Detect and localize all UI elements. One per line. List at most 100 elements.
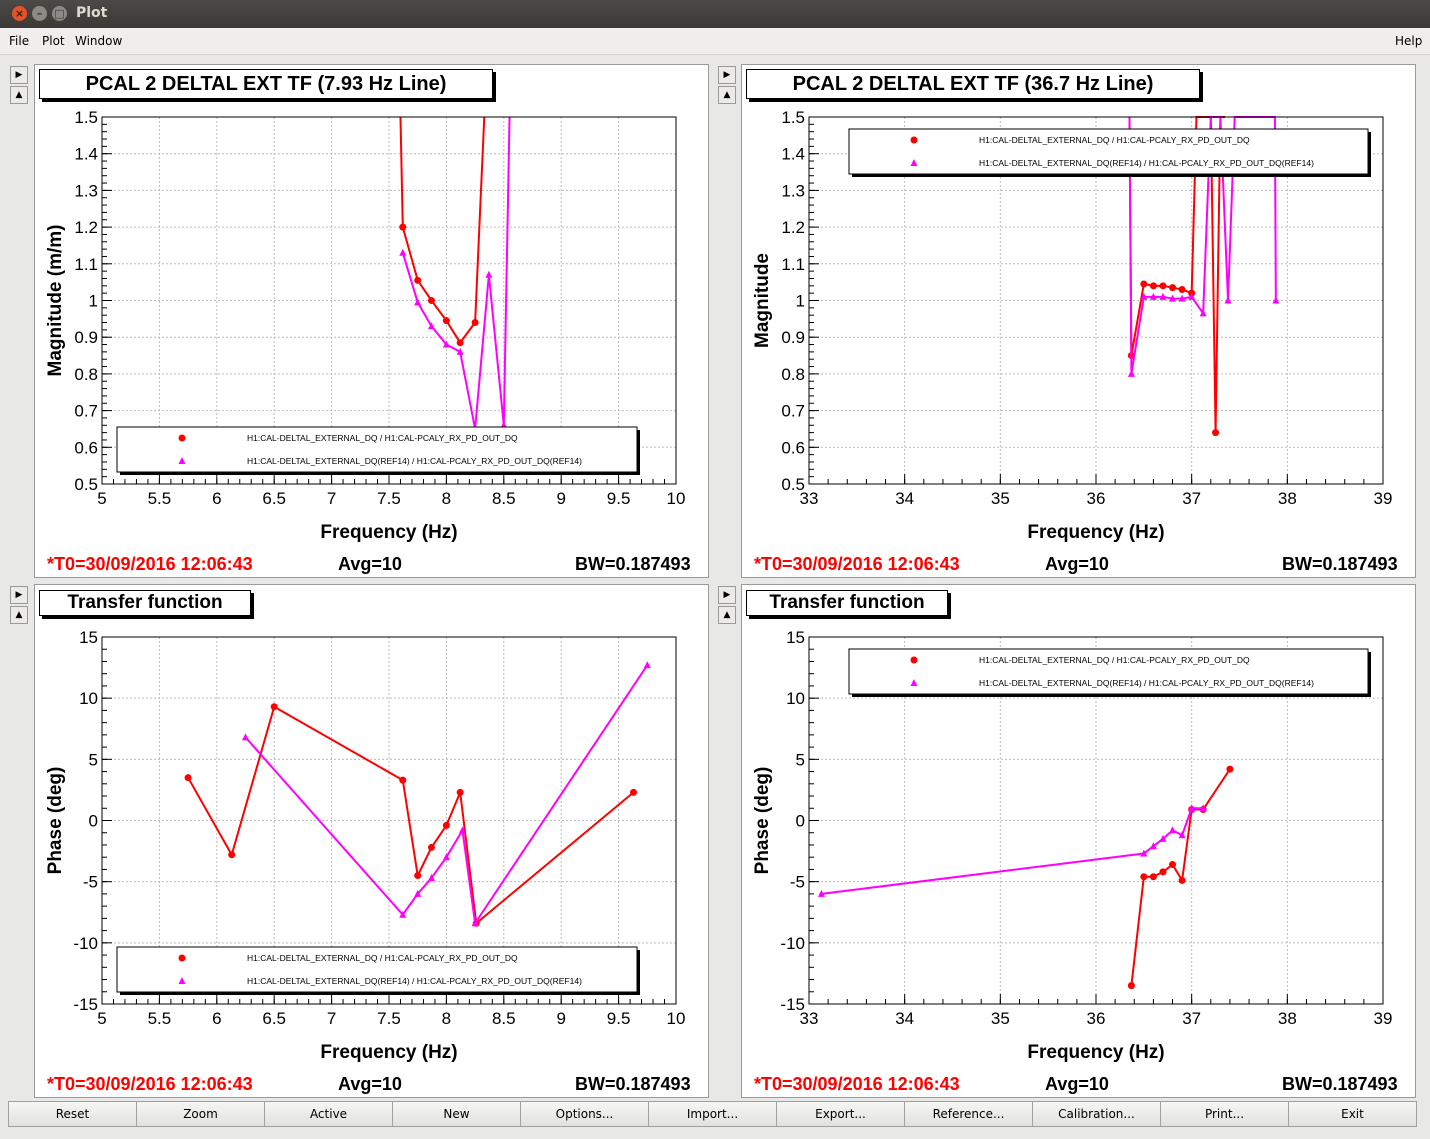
- zoom-button[interactable]: Zoom: [136, 1101, 265, 1127]
- y-tick-label: 1.4: [781, 145, 805, 164]
- data-point: [1178, 285, 1186, 293]
- x-tick-label: 5: [97, 1009, 106, 1028]
- maximize-icon[interactable]: □: [52, 6, 67, 21]
- plot-title: Transfer function: [746, 590, 948, 616]
- minimize-icon[interactable]: –: [32, 6, 47, 21]
- y-tick-label: -10: [73, 934, 98, 953]
- y-tick-label: 0: [89, 812, 98, 831]
- arrow-up-icon[interactable]: ▲: [10, 86, 28, 104]
- arrow-right-icon[interactable]: ▶: [10, 66, 28, 84]
- window-title: Plot: [76, 5, 108, 21]
- new-button[interactable]: New: [392, 1101, 521, 1127]
- arrow-right-icon[interactable]: ▶: [718, 586, 736, 604]
- data-point: [1178, 831, 1186, 839]
- plot-pad-1[interactable]: 5 5.5 6 6.5 7 7.5 8 8.5 9 9.5 10 0.5 0.6 0.7 0.8 0.9 1 1.…: [34, 64, 709, 578]
- arrow-up-icon[interactable]: ▲: [718, 86, 736, 104]
- menu-plot[interactable]: Plot: [42, 34, 65, 48]
- x-tick-label: 7: [327, 1009, 336, 1028]
- x-tick-label: 9: [556, 489, 565, 508]
- export-button[interactable]: Export...: [776, 1101, 905, 1127]
- x-tick-label: 5: [97, 489, 106, 508]
- x-tick-label: 38: [1278, 1009, 1297, 1028]
- x-tick-label: 10: [667, 489, 686, 508]
- data-point: [1140, 849, 1148, 857]
- phase-chart-1[interactable]: 5 5.5 6 6.5 7 7.5 8 8.5 9 9.5 10 -15 -10 -5 0 5 10 15 Freq…: [35, 585, 708, 1097]
- legend: [848, 648, 1369, 695]
- panel2-arrows: ▶ ▲: [718, 66, 736, 106]
- legend-marker: [178, 977, 186, 984]
- magnitude-chart-2[interactable]: 33 34 35 36 37 38 39 0.5 0.6 0.7 0.8 0.9 1 1.1 1.2 1.3 1…: [742, 65, 1415, 577]
- data-point: [1159, 292, 1167, 300]
- legend-marker: [910, 656, 918, 664]
- x-axis-label: Frequency (Hz): [320, 1042, 457, 1063]
- legend-label: H1:CAL-DELTAL_EXTERNAL_DQ / H1:CAL-PCALY…: [247, 433, 518, 443]
- menu-help[interactable]: Help: [1395, 34, 1423, 48]
- menu-file[interactable]: File: [9, 34, 30, 48]
- phase-chart-2[interactable]: 33 34 35 36 37 38 39 -15 -10 -5 0 5 10 15 Frequency (H…: [742, 585, 1415, 1097]
- arrow-up-icon[interactable]: ▲: [718, 606, 736, 624]
- arrow-up-icon[interactable]: ▲: [10, 606, 28, 624]
- x-tick-label: 6.5: [262, 1009, 286, 1028]
- data-point: [442, 317, 450, 325]
- data-point: [1188, 292, 1196, 300]
- x-tick-label: 8: [442, 489, 451, 508]
- x-tick-label: 5.5: [148, 1009, 172, 1028]
- plot-pad-4[interactable]: 33 34 35 36 37 38 39 -15 -10 -5 0 5 10 15 Frequency (H…: [741, 584, 1416, 1098]
- data-point: [399, 776, 407, 784]
- t0-label: *T0=30/09/2016 12:06:43: [47, 554, 253, 574]
- y-tick-label: 1.3: [74, 181, 98, 200]
- legend: [116, 946, 638, 993]
- y-tick-label: 10: [786, 689, 805, 708]
- avg-label: Avg=10: [338, 1074, 402, 1094]
- y-tick-label: -15: [780, 995, 805, 1014]
- legend-marker: [910, 159, 918, 166]
- plot-area: [1127, 116, 1280, 437]
- data-point: [427, 873, 435, 881]
- print-button[interactable]: Print...: [1160, 1101, 1289, 1127]
- import-button[interactable]: Import...: [648, 1101, 777, 1127]
- data-point: [414, 889, 422, 897]
- arrow-right-icon[interactable]: ▶: [718, 66, 736, 84]
- arrow-right-icon[interactable]: ▶: [10, 586, 28, 604]
- x-tick-label: 37: [1182, 489, 1201, 508]
- t0-label: *T0=30/09/2016 12:06:43: [754, 554, 960, 574]
- legend: [848, 128, 1369, 175]
- data-point: [1149, 282, 1157, 290]
- y-tick-label: 15: [786, 628, 805, 647]
- t0-label: *T0=30/09/2016 12:06:43: [47, 1074, 253, 1094]
- x-tick-label: 7: [327, 489, 336, 508]
- data-point: [1178, 294, 1186, 302]
- y-tick-label: 0.9: [781, 328, 805, 347]
- data-point: [1127, 982, 1135, 990]
- legend-marker: [910, 136, 918, 144]
- y-tick-label: -5: [790, 873, 805, 892]
- legend-label: H1:CAL-DELTAL_EXTERNAL_DQ / H1:CAL-PCALY…: [979, 135, 1250, 145]
- menu-window[interactable]: Window: [75, 34, 123, 48]
- options-button[interactable]: Options...: [520, 1101, 649, 1127]
- reference-button[interactable]: Reference...: [904, 1101, 1033, 1127]
- x-tick-label: 38: [1278, 489, 1297, 508]
- avg-label: Avg=10: [1045, 554, 1109, 574]
- y-tick-label: 1.3: [781, 181, 805, 200]
- data-point: [414, 298, 422, 306]
- window-titlebar: × – □ Plot: [0, 0, 1430, 28]
- plot-frame: [808, 116, 1384, 485]
- calibration-button[interactable]: Calibration...: [1032, 1101, 1161, 1127]
- y-tick-label: -15: [73, 995, 98, 1014]
- reset-button[interactable]: Reset: [8, 1101, 137, 1127]
- exit-button[interactable]: Exit: [1288, 1101, 1417, 1127]
- magnitude-chart-1[interactable]: 5 5.5 6 6.5 7 7.5 8 8.5 9 9.5 10 0.5 0.6 0.7 0.8 0.9 1 1.…: [35, 65, 708, 577]
- data-point: [1159, 834, 1167, 842]
- x-tick-label: 7.5: [377, 1009, 401, 1028]
- legend-label: H1:CAL-DELTAL_EXTERNAL_DQ(REF14) / H1:CA…: [979, 158, 1314, 168]
- plot-pad-3[interactable]: 5 5.5 6 6.5 7 7.5 8 8.5 9 9.5 10 -15 -10 -5 0 5 10 15 Freq…: [34, 584, 709, 1098]
- active-button[interactable]: Active: [264, 1101, 393, 1127]
- close-icon[interactable]: ×: [12, 6, 27, 21]
- plot-pad-2[interactable]: 33 34 35 36 37 38 39 0.5 0.6 0.7 0.8 0.9 1 1.1 1.2 1.3 1…: [741, 64, 1416, 578]
- y-tick-label: 0: [796, 812, 805, 831]
- plot-frame: [101, 636, 677, 1005]
- data-point: [1149, 842, 1157, 850]
- plot-title: PCAL 2 DELTAL EXT TF (36.7 Hz Line): [746, 69, 1200, 99]
- data-point: [1140, 873, 1148, 881]
- y-tick-label: 0.9: [74, 328, 98, 347]
